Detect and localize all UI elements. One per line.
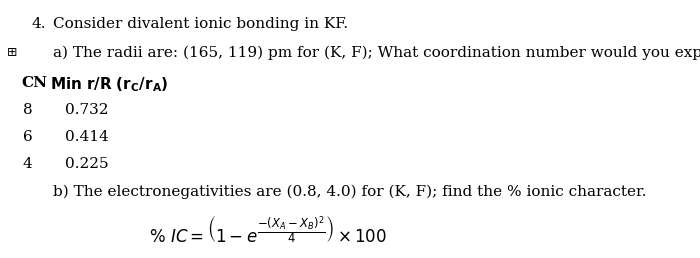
Text: 0.414: 0.414 bbox=[64, 130, 108, 144]
Text: $\mathbf{Min\ r/R\ (r_C/r_A)}$: $\mathbf{Min\ r/R\ (r_C/r_A)}$ bbox=[50, 76, 169, 94]
Text: Consider divalent ionic bonding in KF.: Consider divalent ionic bonding in KF. bbox=[53, 17, 349, 31]
Text: $\% \ IC = \left(1 - e^{\dfrac{-(X_A - X_B)^2}{4}}\right) \times 100$: $\% \ IC = \left(1 - e^{\dfrac{-(X_A - X… bbox=[148, 215, 386, 246]
Text: b) The electronegativities are (0.8, 4.0) for (K, F); find the % ionic character: b) The electronegativities are (0.8, 4.0… bbox=[53, 184, 647, 199]
Text: a) The radii are: (165, 119) pm for (K, F); What coordination number would you e: a) The radii are: (165, 119) pm for (K, … bbox=[53, 46, 700, 60]
Text: 8: 8 bbox=[23, 103, 33, 117]
Text: 0.732: 0.732 bbox=[64, 103, 108, 117]
Text: 4.: 4. bbox=[32, 17, 46, 31]
Text: 6: 6 bbox=[23, 130, 33, 144]
Text: ⊞: ⊞ bbox=[7, 46, 18, 59]
Text: CN: CN bbox=[22, 76, 48, 90]
Text: 4: 4 bbox=[23, 157, 33, 171]
Text: 0.225: 0.225 bbox=[64, 157, 108, 171]
